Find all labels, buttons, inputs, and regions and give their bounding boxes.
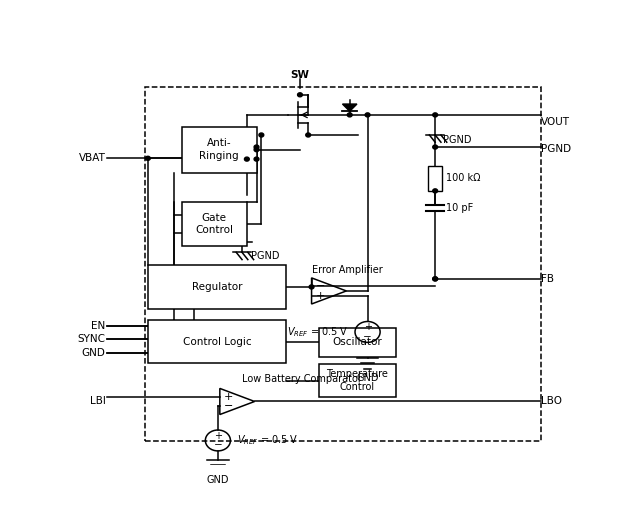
Text: Regulator: Regulator <box>192 282 242 292</box>
Text: LBI: LBI <box>90 397 105 407</box>
Circle shape <box>309 285 314 289</box>
Text: Oscillator: Oscillator <box>333 337 383 347</box>
Circle shape <box>433 113 437 117</box>
Bar <box>320 328 396 357</box>
Text: $V_{REF}$ = 0.5 V: $V_{REF}$ = 0.5 V <box>287 325 348 339</box>
Bar <box>182 126 257 173</box>
Text: PGND: PGND <box>250 251 279 260</box>
Circle shape <box>433 277 437 281</box>
Circle shape <box>254 145 259 149</box>
Circle shape <box>244 157 249 161</box>
Text: +: + <box>364 322 371 332</box>
Text: FB: FB <box>541 274 554 284</box>
Text: PGND: PGND <box>444 135 472 145</box>
Text: +: + <box>224 392 233 402</box>
Text: Temperature
Control: Temperature Control <box>326 370 388 392</box>
Text: PGND: PGND <box>541 144 571 154</box>
Text: Gate
Control: Gate Control <box>195 213 233 235</box>
Text: 100 kΩ: 100 kΩ <box>446 173 480 183</box>
Circle shape <box>254 157 259 161</box>
Bar <box>320 364 396 397</box>
Circle shape <box>259 133 264 137</box>
Bar <box>182 202 247 246</box>
Text: GND: GND <box>207 474 229 484</box>
Circle shape <box>433 277 437 281</box>
Circle shape <box>306 133 311 137</box>
Bar <box>429 166 442 191</box>
Circle shape <box>433 145 437 149</box>
Circle shape <box>365 113 370 117</box>
Circle shape <box>145 156 150 160</box>
Circle shape <box>298 93 302 97</box>
Text: −: − <box>224 401 233 411</box>
Bar <box>148 320 287 363</box>
Text: EN: EN <box>91 321 105 331</box>
Text: 10 pF: 10 pF <box>446 203 473 213</box>
Text: $V_{REF}$ = 0.5 V: $V_{REF}$ = 0.5 V <box>237 434 298 447</box>
Circle shape <box>347 113 352 117</box>
Text: +: + <box>214 431 222 441</box>
Circle shape <box>433 189 437 193</box>
Bar <box>148 265 287 309</box>
Text: VBAT: VBAT <box>78 153 105 163</box>
Text: SYNC: SYNC <box>77 334 105 344</box>
Text: GND: GND <box>82 348 105 358</box>
Text: −: − <box>214 440 222 450</box>
Text: GND: GND <box>356 373 379 383</box>
Text: SW: SW <box>290 69 310 79</box>
Text: −: − <box>363 331 372 341</box>
Text: Error Amplifier: Error Amplifier <box>312 265 383 275</box>
Text: VOUT: VOUT <box>541 117 571 127</box>
Polygon shape <box>343 104 357 111</box>
Circle shape <box>254 148 259 152</box>
Text: Control Logic: Control Logic <box>183 337 252 347</box>
Text: Low Battery Comparator: Low Battery Comparator <box>242 374 363 384</box>
Bar <box>146 87 541 441</box>
Text: LBO: LBO <box>541 397 563 407</box>
Text: −: − <box>315 281 325 291</box>
Text: Anti-
Ringing: Anti- Ringing <box>199 138 239 161</box>
Text: +: + <box>315 291 325 301</box>
